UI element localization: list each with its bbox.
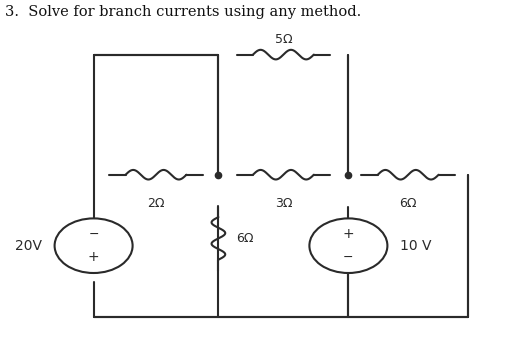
Text: 6Ω: 6Ω [237, 232, 254, 245]
Text: −: − [343, 251, 354, 264]
Text: 20V: 20V [15, 239, 42, 253]
Text: −: − [88, 228, 99, 241]
Text: +: + [88, 250, 99, 264]
Text: 6Ω: 6Ω [399, 197, 417, 210]
Text: 5Ω: 5Ω [275, 33, 292, 46]
Text: 10 V: 10 V [400, 239, 432, 253]
Text: 3.  Solve for branch currents using any method.: 3. Solve for branch currents using any m… [5, 5, 361, 19]
Text: +: + [343, 227, 354, 241]
Text: 2Ω: 2Ω [147, 197, 165, 210]
Text: 3Ω: 3Ω [275, 197, 292, 210]
